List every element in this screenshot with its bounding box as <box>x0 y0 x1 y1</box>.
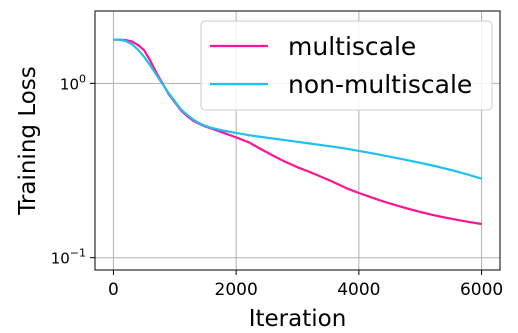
y-tick-label: 10−1 <box>51 247 86 268</box>
x-tick-label: 2000 <box>215 280 258 300</box>
x-tick-label: 6000 <box>460 280 503 300</box>
legend: multiscale non-multiscale <box>200 20 493 111</box>
series-line-non-multiscale <box>113 38 482 180</box>
y-tick-label: 100 <box>60 72 86 93</box>
x-axis-label: Iteration <box>249 306 347 332</box>
y-axis-label: Training Loss <box>15 66 41 216</box>
legend-box <box>200 20 493 111</box>
x-tick-label: 0 <box>108 280 119 300</box>
x-tick-label: 4000 <box>337 280 380 300</box>
legend-label: multiscale <box>288 32 416 61</box>
x-ticks: 0 2000 4000 6000 <box>108 270 503 300</box>
axes-frame <box>94 10 501 271</box>
y-ticks: 100 10−1 <box>51 72 95 268</box>
legend-label: non-multiscale <box>288 70 472 99</box>
series-line-multiscale <box>113 38 482 226</box>
series-lines <box>113 38 482 226</box>
